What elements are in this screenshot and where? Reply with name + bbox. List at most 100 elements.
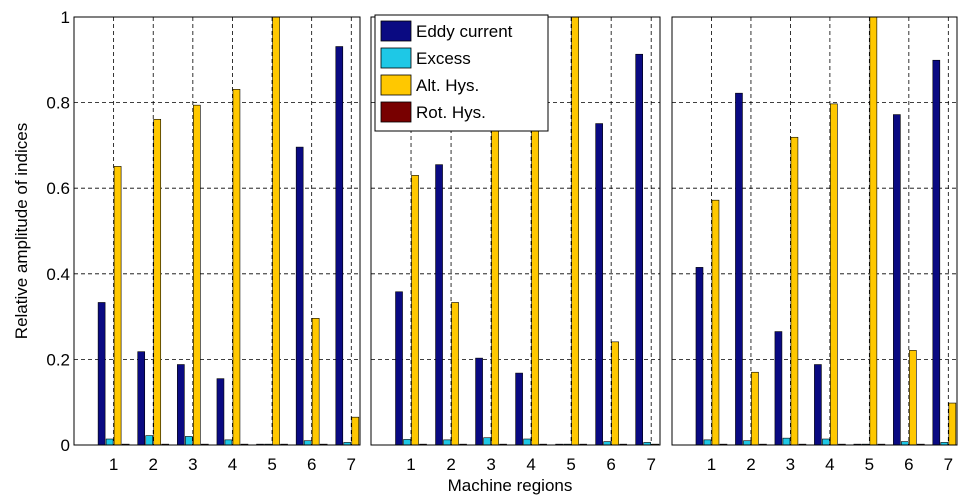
bar-eddy-current-region-7 bbox=[335, 46, 344, 445]
y-tick-label: 0.6 bbox=[46, 179, 70, 198]
bar-alt-hys-region-2 bbox=[451, 302, 459, 445]
bar-alt-hys-region-6 bbox=[611, 341, 619, 445]
x-axis-label: Machine regions bbox=[448, 476, 573, 495]
x-tick-label: 3 bbox=[486, 455, 495, 474]
bar-eddy-current-region-1 bbox=[695, 267, 704, 445]
bar-eddy-current-region-7 bbox=[635, 53, 643, 445]
bar-alt-hys-region-1 bbox=[113, 166, 122, 445]
bar-alt-hys-region-6 bbox=[909, 350, 917, 445]
bar-excess-region-7 bbox=[643, 442, 651, 445]
bar-alt-hys-region-1 bbox=[411, 175, 419, 445]
y-tick-labels: 0 0.2 0.4 0.6 0.8 1 bbox=[46, 8, 70, 455]
bar-eddy-current-region-6 bbox=[893, 114, 901, 445]
bar-alt-hys-region-7 bbox=[948, 402, 957, 445]
bar-eddy-current-region-1 bbox=[395, 291, 403, 445]
bar-alt-hys-region-1 bbox=[711, 199, 720, 445]
x-tick-label: 3 bbox=[188, 455, 197, 474]
x-tick-label: 1 bbox=[109, 455, 118, 474]
bar-eddy-current-region-3 bbox=[475, 357, 483, 445]
panels-layer: 1 2 3 4 5 6 7 1 2 3 4 5 6 7 1 2 3 4 5 6 7 bbox=[73, 16, 958, 474]
bar-excess-region-3 bbox=[185, 436, 193, 445]
x-tick-label: 4 bbox=[526, 455, 535, 474]
x-tick-label: 2 bbox=[746, 455, 755, 474]
bar-rot-hys-region-7 bbox=[359, 443, 360, 445]
bar-alt-hys-region-5 bbox=[869, 17, 878, 445]
x-tick-label: 6 bbox=[904, 455, 913, 474]
bar-eddy-current-region-1 bbox=[97, 302, 106, 445]
bar-alt-hys-region-5 bbox=[571, 17, 579, 445]
x-tick-label: 3 bbox=[786, 455, 795, 474]
bar-excess-region-7 bbox=[343, 442, 352, 445]
y-tick-label: 0.2 bbox=[46, 350, 70, 369]
bar-excess-region-4 bbox=[224, 439, 233, 445]
x-tick-label: 6 bbox=[307, 455, 316, 474]
bar-excess-region-2 bbox=[443, 439, 451, 445]
grid bbox=[672, 17, 957, 445]
x-tick-label: 7 bbox=[944, 455, 953, 474]
y-axis-label: Relative amplitude of indices bbox=[12, 123, 31, 339]
bar-excess-region-3 bbox=[782, 437, 791, 445]
bar-alt-hys-region-4 bbox=[531, 119, 539, 445]
bar-excess-region-2 bbox=[145, 435, 154, 445]
legend-label: Rot. Hys. bbox=[416, 103, 486, 122]
x-tick-label: 5 bbox=[865, 455, 874, 474]
bar-alt-hys-region-2 bbox=[751, 371, 759, 445]
bar-excess-region-2 bbox=[743, 440, 751, 445]
legend-label: Excess bbox=[416, 49, 471, 68]
x-tick-labels: 1 2 3 4 5 6 7 bbox=[406, 455, 656, 474]
legend: Eddy current Excess Alt. Hys. Rot. Hys. bbox=[374, 14, 549, 132]
panel-border bbox=[671, 16, 958, 446]
panel-1: 1 2 3 4 5 6 7 bbox=[73, 16, 361, 474]
bar-eddy-current-region-3 bbox=[774, 331, 783, 445]
bar-excess-region-1 bbox=[703, 439, 712, 445]
x-tick-label: 6 bbox=[606, 455, 615, 474]
bar-eddy-current-region-2 bbox=[735, 92, 743, 445]
y-tick-label: 0.4 bbox=[46, 265, 70, 284]
bar-rot-hys-region-7 bbox=[659, 443, 660, 445]
bar-eddy-current-region-4 bbox=[515, 372, 523, 445]
bar-alt-hys-region-4 bbox=[830, 103, 838, 445]
bar-excess-region-4 bbox=[822, 438, 830, 445]
y-tick-label: 0.8 bbox=[46, 94, 70, 113]
bar-excess-region-6 bbox=[303, 440, 312, 445]
x-tick-label: 2 bbox=[446, 455, 455, 474]
bar-excess-region-6 bbox=[603, 441, 611, 445]
bar-alt-hys-region-3 bbox=[193, 104, 201, 445]
x-tick-label: 4 bbox=[228, 455, 237, 474]
x-tick-label: 2 bbox=[148, 455, 157, 474]
x-tick-label: 5 bbox=[566, 455, 575, 474]
bar-alt-hys-region-2 bbox=[153, 118, 162, 445]
bar-alt-hys-region-7 bbox=[351, 416, 360, 445]
x-tick-label: 4 bbox=[825, 455, 834, 474]
bar-alt-hys-region-5 bbox=[272, 17, 280, 445]
bars bbox=[695, 17, 957, 445]
bar-excess-region-3 bbox=[483, 437, 491, 445]
bar-eddy-current-region-6 bbox=[595, 123, 603, 445]
bar-alt-hys-region-4 bbox=[232, 89, 241, 445]
legend-label: Alt. Hys. bbox=[416, 76, 479, 95]
x-tick-labels: 1 2 3 4 5 6 7 bbox=[109, 455, 356, 474]
x-tick-label: 5 bbox=[267, 455, 276, 474]
bar-excess-region-1 bbox=[403, 439, 411, 445]
bar-eddy-current-region-2 bbox=[435, 164, 443, 445]
bar-eddy-current-region-2 bbox=[137, 351, 146, 445]
x-tick-label: 7 bbox=[347, 455, 356, 474]
bar-eddy-current-region-4 bbox=[814, 364, 822, 445]
x-tick-labels: 1 2 3 4 5 6 7 bbox=[707, 455, 953, 474]
bar-excess-region-4 bbox=[523, 438, 531, 445]
x-tick-label: 7 bbox=[646, 455, 655, 474]
x-tick-label: 1 bbox=[406, 455, 415, 474]
y-tick-label: 0 bbox=[61, 436, 70, 455]
bar-excess-region-7 bbox=[940, 442, 949, 445]
bars bbox=[97, 17, 360, 445]
bar-alt-hys-region-3 bbox=[790, 136, 799, 445]
bar-excess-region-6 bbox=[901, 441, 909, 445]
legend-swatch bbox=[380, 74, 412, 96]
bar-alt-hys-region-6 bbox=[311, 318, 320, 445]
legend-swatch bbox=[380, 47, 412, 69]
bar-eddy-current-region-7 bbox=[932, 59, 941, 445]
bar-eddy-current-region-3 bbox=[177, 364, 185, 445]
legend-swatch bbox=[380, 101, 412, 123]
grid bbox=[74, 17, 360, 445]
